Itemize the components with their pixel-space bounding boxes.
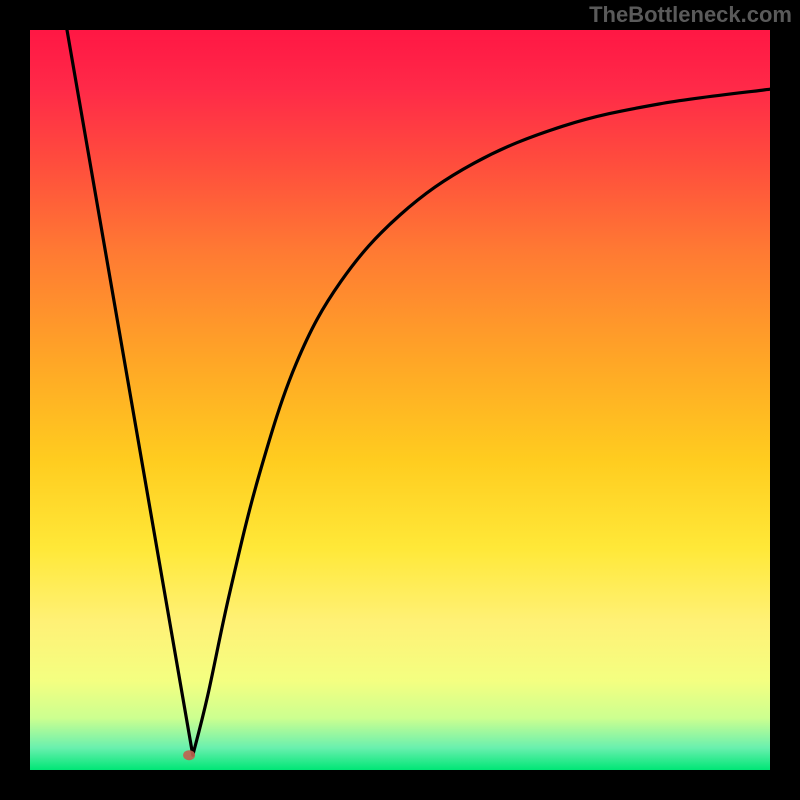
chart-svg — [0, 0, 800, 800]
optimal-point-marker — [183, 750, 195, 760]
bottleneck-chart: TheBottleneck.com — [0, 0, 800, 800]
watermark-text: TheBottleneck.com — [589, 2, 792, 28]
plot-background — [30, 30, 770, 770]
